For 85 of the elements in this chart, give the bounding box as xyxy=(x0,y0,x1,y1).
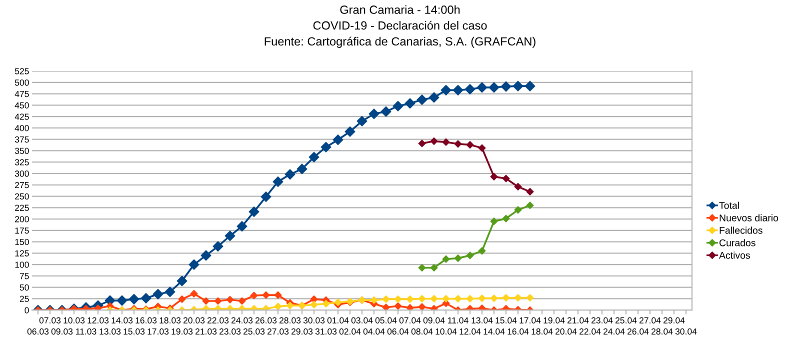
x-tick-label: 21.03 xyxy=(195,328,217,335)
y-tick-label: 300 xyxy=(14,170,29,177)
y-tick-label: 150 xyxy=(15,238,29,246)
y-tick-label: 425 xyxy=(14,114,29,120)
x-tick-label: 30.04 xyxy=(675,328,697,335)
y-tick-label: 175 xyxy=(15,228,29,234)
y-tick-label: 275 xyxy=(15,182,29,188)
x-tick-label: 25.04 xyxy=(615,317,637,324)
x-tick-label: 10.04 xyxy=(436,328,457,335)
x-tick-label: 28.04 xyxy=(651,328,673,335)
x-tick-label: 09.03 xyxy=(51,328,73,335)
x-tick-label: 01.04 xyxy=(327,317,349,324)
source-note: Fuente: Cartográfica de Canarias, S.A. (GRAFCAN) xyxy=(264,36,536,48)
x-tick-label: 22.04 xyxy=(579,328,601,335)
legend-label: Fallecidos xyxy=(720,226,762,234)
y-tick-label: 400 xyxy=(14,125,29,132)
y-tick-label: 100 xyxy=(15,262,29,268)
x-tick-label: 23.04 xyxy=(591,317,613,324)
x-tick-label: 18.04 xyxy=(532,328,553,335)
x-tick-label: 29.03 xyxy=(291,328,313,335)
chart-title: Gran Camaria - 14:00h xyxy=(340,5,460,14)
y-tick-label: 0 xyxy=(24,307,29,314)
y-tick-label: 25 xyxy=(20,296,29,302)
x-tick-label: 10.03 xyxy=(64,317,85,324)
x-tick-label: 20.03 xyxy=(183,317,205,324)
x-tick-label: 24.04 xyxy=(603,328,625,335)
x-tick-label: 22.03 xyxy=(207,317,229,324)
x-tick-label: 14.04 xyxy=(484,328,505,335)
x-tick-label: 05.04 xyxy=(375,317,397,324)
x-tick-label: 19.04 xyxy=(544,317,565,324)
y-tick-label: 250 xyxy=(15,193,29,200)
x-tick-label: 07.03 xyxy=(39,317,61,324)
x-tick-label: 15.04 xyxy=(496,317,517,324)
x-tick-label: 24.03 xyxy=(231,317,253,324)
x-tick-label: 27.04 xyxy=(639,317,661,324)
x-tick-label: 30.03 xyxy=(303,317,325,324)
x-tick-label: 31.03 xyxy=(315,328,337,335)
y-tick-label: 125 xyxy=(15,250,29,256)
y-tick-label: 450 xyxy=(14,102,29,108)
x-tick-label: 13.03 xyxy=(100,328,121,335)
y-tick-label: 75 xyxy=(20,273,29,280)
x-tick-label: 20.04 xyxy=(555,328,577,335)
y-tick-label: 525 xyxy=(14,68,29,74)
legend-label: Activos xyxy=(719,252,750,259)
x-tick-label: 11.04 xyxy=(448,317,468,324)
x-tick-label: 06.03 xyxy=(27,328,49,335)
x-tick-label: 02.04 xyxy=(339,328,361,335)
legend-label: Curados xyxy=(720,239,756,246)
x-tick-label: 27.03 xyxy=(267,328,289,335)
x-tick-label: 21.04 xyxy=(567,317,589,324)
x-tick-label: 28.03 xyxy=(279,317,301,324)
y-tick-label: 375 xyxy=(14,136,29,143)
y-tick-label: 50 xyxy=(20,284,29,291)
x-tick-label: 03.04 xyxy=(351,317,373,324)
legend-label: Total xyxy=(719,202,739,209)
x-tick-label: 18.03 xyxy=(160,317,181,324)
x-tick-label: 26.03 xyxy=(255,317,277,324)
y-tick-label: 325 xyxy=(14,159,29,166)
x-tick-label: 17.03 xyxy=(148,328,169,335)
y-tick-label: 200 xyxy=(15,216,29,222)
chart-subtitle: COVID-19 - Declaración del caso xyxy=(313,20,487,30)
y-tick-label: 225 xyxy=(15,204,29,211)
x-tick-label: 26.04 xyxy=(627,328,649,335)
x-tick-label: 15.03 xyxy=(124,328,145,335)
y-tick-label: 350 xyxy=(14,148,29,154)
x-tick-label: 08.04 xyxy=(411,328,433,335)
x-tick-label: 25.03 xyxy=(243,328,265,335)
x-tick-label: 23.03 xyxy=(219,328,241,335)
y-tick-label: 500 xyxy=(14,79,29,86)
x-tick-label: 13.04 xyxy=(472,317,493,324)
x-tick-label: 12.03 xyxy=(88,317,109,324)
x-tick-label: 16.04 xyxy=(508,328,529,335)
legend-label: Nuevos diario xyxy=(720,214,778,222)
x-tick-label: 09.04 xyxy=(423,317,445,324)
x-tick-label: 07.04 xyxy=(399,317,421,324)
x-tick-label: 14.03 xyxy=(112,317,133,324)
x-tick-label: 16.03 xyxy=(136,317,157,324)
x-tick-label: 06.04 xyxy=(387,328,409,335)
x-tick-label: 29.04 xyxy=(663,317,685,324)
x-tick-label: 11.03 xyxy=(76,328,96,335)
x-tick-label: 12.04 xyxy=(460,328,481,335)
x-tick-label: 04.04 xyxy=(363,328,385,335)
x-tick-label: 19.03 xyxy=(172,328,193,335)
y-tick-label: 475 xyxy=(14,90,29,98)
x-tick-label: 17.04 xyxy=(520,317,541,324)
